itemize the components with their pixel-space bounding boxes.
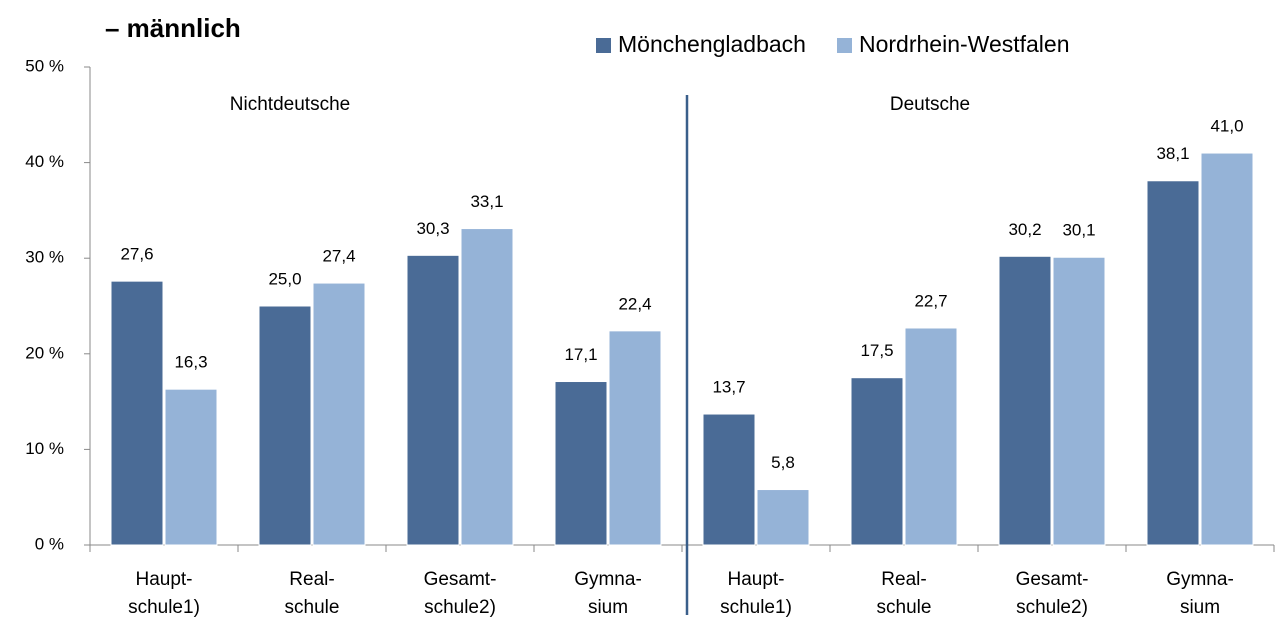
bar bbox=[998, 255, 1052, 546]
bar bbox=[110, 280, 164, 546]
legend-label: Nordrhein-Westfalen bbox=[859, 31, 1070, 57]
x-tick-label: Gymna- sium bbox=[1166, 569, 1234, 618]
bar bbox=[460, 228, 514, 546]
bar bbox=[1052, 256, 1106, 546]
value-label: 30,1 bbox=[1062, 221, 1095, 240]
group-label: Nichtdeutsche bbox=[230, 94, 350, 115]
x-tick-label: Haupt- schule1) bbox=[128, 569, 200, 618]
y-tick-label: 0 % bbox=[35, 534, 64, 553]
value-label: 27,4 bbox=[322, 247, 355, 266]
y-tick-label: 40 % bbox=[25, 152, 64, 171]
bar bbox=[702, 413, 756, 546]
bar bbox=[258, 305, 312, 546]
value-label: 30,3 bbox=[416, 219, 449, 238]
x-tick-label: Gymna- sium bbox=[574, 569, 642, 618]
value-label: 16,3 bbox=[174, 353, 207, 372]
legend-swatch bbox=[596, 38, 611, 53]
x-tick-label: Gesamt- schule2) bbox=[1015, 569, 1089, 618]
y-tick-label: 20 % bbox=[25, 343, 64, 362]
value-label: 27,6 bbox=[120, 245, 153, 264]
y-tick-label: 50 % bbox=[25, 56, 64, 75]
legend-swatch bbox=[837, 38, 852, 53]
bar bbox=[1146, 180, 1200, 546]
bar bbox=[406, 254, 460, 546]
bar bbox=[608, 330, 662, 546]
bar bbox=[1200, 152, 1254, 546]
bar bbox=[850, 377, 904, 546]
value-label: 33,1 bbox=[470, 192, 503, 211]
bar bbox=[312, 282, 366, 546]
value-label: 5,8 bbox=[771, 453, 795, 472]
value-label: 25,0 bbox=[268, 269, 301, 288]
y-tick-label: 10 % bbox=[25, 439, 64, 458]
bar bbox=[164, 388, 218, 546]
group-label: Deutsche bbox=[890, 94, 970, 115]
bar bbox=[756, 489, 810, 546]
value-label: 38,1 bbox=[1156, 144, 1189, 163]
value-label: 17,5 bbox=[860, 341, 893, 360]
value-label: 41,0 bbox=[1210, 117, 1243, 136]
bar bbox=[554, 381, 608, 546]
x-tick-label: Real- schule bbox=[876, 569, 932, 618]
chart-title: – männlich bbox=[105, 13, 241, 43]
value-label: 22,4 bbox=[618, 294, 651, 313]
value-label: 22,7 bbox=[914, 291, 947, 310]
value-label: 13,7 bbox=[712, 378, 745, 397]
bar bbox=[904, 327, 958, 546]
y-tick-label: 30 % bbox=[25, 248, 64, 267]
value-label: 30,2 bbox=[1008, 220, 1041, 239]
x-tick-label: Haupt- schule1) bbox=[720, 569, 792, 618]
legend-label: Mönchengladbach bbox=[618, 31, 806, 57]
value-label: 17,1 bbox=[564, 345, 597, 364]
x-tick-label: Gesamt- schule2) bbox=[423, 569, 497, 618]
x-tick-label: Real- schule bbox=[284, 569, 340, 618]
